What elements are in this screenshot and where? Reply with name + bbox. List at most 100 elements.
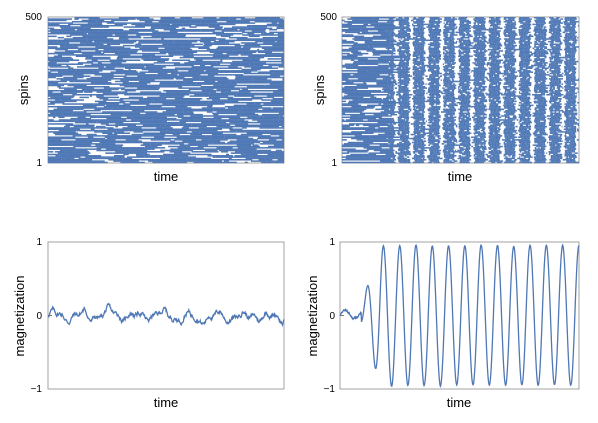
- heatmap-cell: [93, 39, 115, 42]
- heatmap-cell: [552, 50, 555, 52]
- heatmap-cell: [265, 52, 281, 55]
- heatmap-cell: [475, 26, 479, 28]
- heatmap-cell: [52, 92, 69, 95]
- heatmap-cell: [537, 63, 539, 65]
- heatmap-cell: [558, 17, 560, 19]
- heatmap-cell: [413, 67, 416, 69]
- heatmap-cell: [68, 23, 80, 26]
- heatmap-cell: [479, 48, 482, 51]
- heatmap-cell: [522, 51, 525, 54]
- heatmap-cell: [260, 115, 280, 117]
- heatmap-cell: [448, 43, 450, 46]
- heatmap-cell: [371, 31, 388, 34]
- heatmap-cell: [536, 80, 539, 83]
- heatmap-cell: [433, 23, 435, 26]
- heatmap-cell: [495, 66, 499, 68]
- heatmap-cell: [90, 76, 104, 79]
- heatmap-cell: [524, 79, 526, 81]
- heatmap-cell: [536, 55, 539, 58]
- heatmap-cell: [520, 82, 523, 84]
- heatmap-cell: [466, 79, 468, 81]
- heatmap-cell: [420, 19, 423, 22]
- heatmap-cell: [130, 55, 152, 58]
- heatmap-cell: [368, 59, 378, 61]
- heatmap-cell: [436, 20, 438, 23]
- heatmap-cell: [475, 46, 479, 48]
- heatmap-cell: [527, 80, 530, 83]
- heatmap-cell: [519, 72, 521, 75]
- heatmap-cell: [554, 58, 556, 60]
- heatmap-cell: [238, 48, 251, 51]
- heatmap-cell: [528, 72, 530, 75]
- heatmap-cell: [239, 90, 255, 92]
- heatmap-cell: [177, 141, 190, 144]
- heatmap-cell: [219, 67, 242, 69]
- heatmap-cell: [555, 32, 559, 35]
- heatmap-cell: [423, 56, 426, 59]
- heatmap-cell: [365, 66, 388, 68]
- heatmap-cell: [495, 80, 497, 83]
- heatmap-cell: [442, 74, 444, 76]
- heatmap-cell: [524, 30, 526, 32]
- heatmap-cell: [261, 47, 270, 50]
- heatmap-cell: [535, 67, 539, 69]
- heatmap-cell: [567, 38, 571, 40]
- heatmap-cell: [538, 26, 541, 28]
- heatmap-cell: [94, 74, 114, 76]
- heatmap-cell: [401, 59, 404, 61]
- heatmap-cell: [568, 43, 572, 46]
- heatmap-cell: [489, 68, 491, 71]
- heatmap-cell: [139, 47, 159, 50]
- heatmap-cell: [386, 50, 389, 52]
- heatmap-cell: [491, 42, 495, 44]
- heatmap-cell: [403, 42, 405, 44]
- heatmap-cell: [496, 48, 500, 51]
- heatmap-cell: [518, 30, 521, 32]
- heatmap-cell: [239, 111, 255, 113]
- heatmap-cell: [128, 111, 133, 113]
- heatmap-cell: [133, 152, 148, 154]
- heatmap-cell: [184, 18, 205, 20]
- heatmap-cell: [401, 80, 405, 83]
- heatmap-cell: [449, 71, 453, 73]
- heatmap-cell: [112, 54, 131, 56]
- heatmap-cell: [278, 22, 284, 24]
- heatmap-cell: [99, 119, 109, 121]
- heatmap-cell: [407, 50, 411, 52]
- heatmap-cell: [498, 30, 500, 32]
- heatmap-cell: [451, 38, 454, 40]
- heatmap-cell: [102, 35, 113, 38]
- heatmap-cell: [524, 23, 527, 26]
- heatmap-cell: [466, 74, 468, 76]
- heatmap-cell: [435, 24, 437, 27]
- heatmap-cell: [378, 60, 389, 63]
- heatmap-cell: [399, 82, 403, 84]
- heatmap-cell: [403, 40, 406, 43]
- heatmap-cell: [360, 48, 372, 51]
- heatmap-cell: [542, 54, 546, 56]
- heatmap-cell: [169, 151, 183, 153]
- heatmap-cell: [534, 50, 538, 52]
- heatmap-cell: [543, 36, 546, 39]
- heatmap-cell: [413, 34, 416, 36]
- heatmap-cell: [64, 59, 70, 61]
- heatmap-cell: [474, 63, 476, 65]
- heatmap-cell: [521, 71, 524, 73]
- heatmap-cell: [526, 62, 528, 64]
- heatmap-cell: [461, 48, 464, 51]
- heatmap-cell: [405, 64, 408, 67]
- heatmap-cell: [407, 19, 409, 22]
- heatmap-cell: [433, 20, 437, 23]
- heatmap-cell: [460, 71, 463, 73]
- heatmap-cell: [513, 60, 517, 63]
- heatmap-cell: [480, 67, 483, 69]
- heatmap-cell: [48, 144, 71, 146]
- heatmap-cell: [477, 44, 479, 47]
- heatmap-cell: [431, 68, 435, 71]
- heatmap-cell: [450, 40, 452, 43]
- heatmap-cell: [497, 42, 499, 44]
- heatmap-cell: [267, 18, 284, 20]
- heatmap-cell: [86, 127, 114, 129]
- heatmap-cell: [224, 54, 239, 56]
- heatmap-cell: [494, 62, 496, 64]
